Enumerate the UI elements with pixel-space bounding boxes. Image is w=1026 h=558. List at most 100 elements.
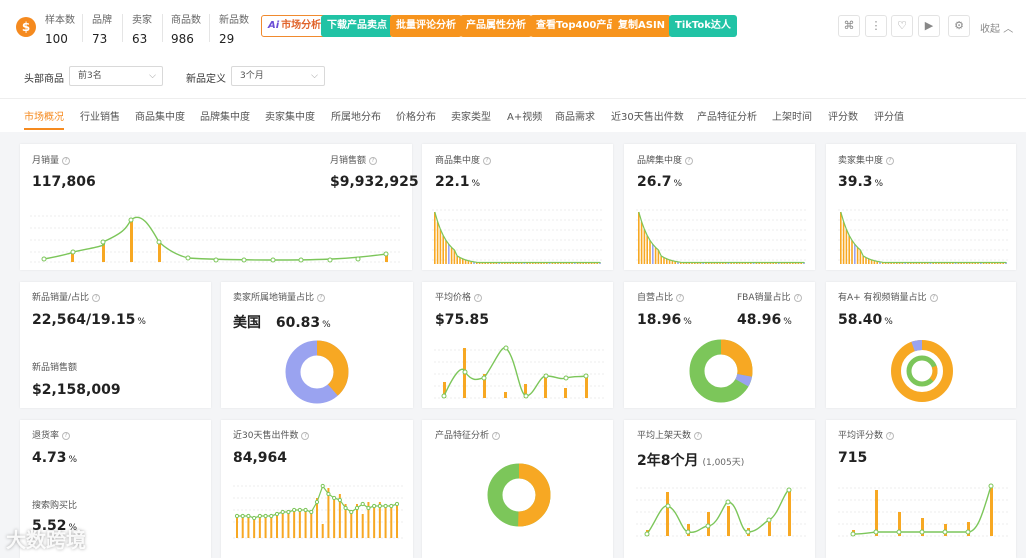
- divider: [122, 14, 123, 42]
- concentration-bar: [571, 262, 573, 264]
- concentration-bar: [442, 235, 444, 264]
- new-product-select[interactable]: 3个月 ⌵: [231, 66, 325, 86]
- concentration-bar: [713, 262, 716, 264]
- concentration-bar: [696, 262, 699, 264]
- batch-review-analysis-button[interactable]: 批量评论分析: [390, 15, 462, 37]
- concentration-bar: [565, 262, 568, 264]
- concentration-bar: [467, 260, 470, 264]
- help-icon[interactable]: ?: [317, 293, 326, 302]
- sold-bar: [247, 516, 250, 538]
- sold-point: [297, 507, 302, 513]
- tab-features[interactable]: 产品特征分析: [697, 112, 757, 123]
- tab-review-count[interactable]: 评分数: [828, 112, 858, 123]
- concentration-bar: [434, 212, 436, 264]
- concentration-bar: [789, 262, 791, 264]
- concentration-bar: [490, 262, 492, 264]
- concentration-bar: [769, 262, 772, 264]
- help-icon[interactable]: ?: [62, 431, 71, 440]
- tab-location[interactable]: 所属地分布: [331, 112, 381, 123]
- concentration-bar: [856, 247, 859, 264]
- head-products-select[interactable]: 前3名 ⌵: [69, 66, 163, 86]
- concentration-bar: [487, 262, 489, 264]
- concentration-bar: [794, 262, 797, 264]
- concentration-bar: [722, 262, 724, 264]
- tab-seller-concentration[interactable]: 卖家集中度: [265, 112, 315, 123]
- help-icon[interactable]: ?: [886, 156, 895, 165]
- market-analysis-button[interactable]: Ai 市场分析: [261, 15, 329, 37]
- divider: [82, 14, 83, 42]
- concentration-bar: [772, 262, 774, 264]
- tab-market-overview[interactable]: 市场概况: [24, 112, 64, 123]
- sold-bar: [253, 518, 256, 538]
- sold-bar: [287, 510, 290, 538]
- concentration-bar: [750, 262, 752, 264]
- card-product-features: 产品特征分析?: [422, 420, 613, 558]
- tab-brand-concentration[interactable]: 品牌集中度: [200, 112, 250, 123]
- help-icon[interactable]: ?: [62, 156, 71, 165]
- sold-point: [257, 513, 262, 519]
- concentration-bar: [780, 262, 783, 264]
- sold-30-days-chart: [233, 483, 403, 539]
- product-attribute-analysis-button[interactable]: 产品属性分析: [460, 15, 532, 37]
- concentration-bar: [682, 262, 685, 264]
- stat-samples: 样本数 100: [45, 15, 75, 46]
- concentration-bar: [755, 262, 758, 264]
- help-icon[interactable]: ?: [694, 431, 703, 440]
- help-icon[interactable]: ?: [886, 431, 895, 440]
- concentration-bar: [512, 262, 514, 264]
- concentration-bar: [588, 262, 590, 264]
- tiktok-influencer-button[interactable]: TikTok达人: [669, 15, 737, 37]
- concentration-bar: [775, 262, 777, 264]
- help-icon[interactable]: ?: [369, 156, 378, 165]
- help-icon[interactable]: ?: [92, 293, 101, 302]
- help-icon[interactable]: ?: [492, 431, 501, 440]
- concentration-bar: [523, 262, 526, 264]
- help-icon[interactable]: ?: [301, 431, 310, 440]
- tab-seller-type[interactable]: 卖家类型: [451, 112, 491, 123]
- sold-bar: [378, 502, 381, 538]
- concentration-bar: [865, 257, 867, 264]
- chevron-down-icon: ⌵: [149, 71, 156, 81]
- collapse-button[interactable]: 收起 ︿: [980, 24, 1014, 35]
- help-icon[interactable]: ?: [676, 293, 685, 302]
- sold-bar: [321, 524, 324, 538]
- tab-product-concentration[interactable]: 商品集中度: [135, 112, 185, 123]
- sold-bar: [304, 508, 307, 538]
- concentration-bar: [473, 261, 475, 264]
- tab-aplus-video[interactable]: A+视频: [507, 112, 543, 123]
- help-icon[interactable]: ?: [929, 293, 938, 302]
- tab-demand[interactable]: 商品需求: [555, 112, 595, 123]
- tab-listing-time[interactable]: 上架时间: [772, 112, 812, 123]
- download-selling-points-button[interactable]: 下载产品卖点: [321, 15, 393, 37]
- concentration-bar: [733, 262, 735, 264]
- tab-sold-30-days[interactable]: 近30天售出件数: [611, 112, 684, 123]
- concentration-bar: [504, 262, 506, 264]
- gear-icon[interactable]: ⚙: [948, 15, 970, 37]
- command-icon[interactable]: ⌘: [838, 15, 860, 37]
- concentration-bar: [896, 262, 898, 264]
- tab-price[interactable]: 价格分布: [396, 112, 436, 123]
- concentration-bar: [716, 262, 718, 264]
- concentration-bar: [904, 262, 906, 264]
- view-top400-button[interactable]: 查看Top400产品: [530, 15, 623, 37]
- more-icon[interactable]: ⋮: [865, 15, 887, 37]
- concentration-bar: [966, 262, 968, 264]
- heart-icon[interactable]: ♡: [891, 15, 913, 37]
- tab-industry-sales[interactable]: 行业销售: [80, 112, 120, 123]
- sold-point: [269, 513, 274, 519]
- concentration-bar: [660, 255, 662, 264]
- concentration-bar: [727, 262, 730, 264]
- concentration-bar: [851, 240, 853, 264]
- concentration-bar: [926, 262, 929, 264]
- help-icon[interactable]: ?: [685, 156, 694, 165]
- concentration-bar: [654, 247, 657, 264]
- video-icon[interactable]: ▶: [918, 15, 940, 37]
- help-icon[interactable]: ?: [474, 293, 483, 302]
- concentration-bar: [918, 262, 920, 264]
- copy-asin-button[interactable]: 复制ASIN: [612, 15, 672, 37]
- concentration-bar: [694, 262, 696, 264]
- help-icon[interactable]: ?: [483, 156, 492, 165]
- tab-rating[interactable]: 评分值: [874, 112, 904, 123]
- concentration-bar: [924, 262, 926, 264]
- help-icon[interactable]: ?: [793, 293, 802, 302]
